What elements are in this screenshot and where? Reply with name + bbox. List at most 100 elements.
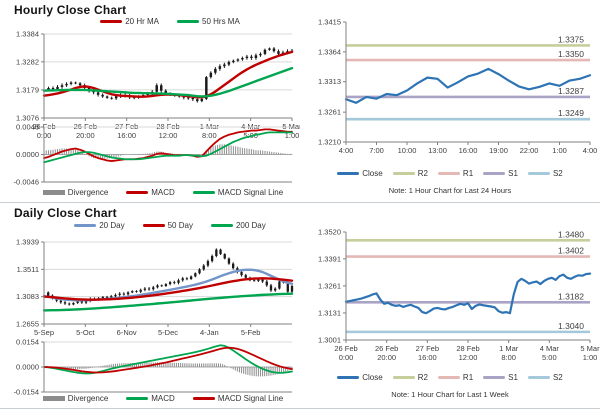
svg-text:1:00: 1:00 (285, 131, 300, 140)
svg-text:1.3210: 1.3210 (318, 138, 341, 147)
svg-text:16:00: 16:00 (459, 146, 478, 155)
svg-text:0:00: 0:00 (339, 353, 354, 362)
svg-text:1.3402: 1.3402 (558, 246, 584, 256)
svg-text:1.3261: 1.3261 (318, 108, 341, 117)
legend-item: Divergence (42, 394, 108, 403)
legend-label: S1 (508, 169, 518, 178)
legend-label: 50 Hrs MA (202, 17, 240, 26)
line-swatch-icon (126, 191, 149, 194)
legend-item: Close (337, 169, 383, 178)
legend-item: 50 Hrs MA (177, 17, 240, 26)
svg-text:19:00: 19:00 (489, 146, 508, 155)
svg-text:10:00: 10:00 (398, 146, 417, 155)
legend-label: Close (362, 169, 383, 178)
svg-text:0.0000: 0.0000 (16, 150, 39, 159)
svg-text:5-Oct: 5-Oct (76, 328, 95, 337)
legend-item: MACD Signal Line (192, 394, 284, 403)
line-swatch-icon (192, 397, 215, 400)
legend-label: Close (362, 373, 383, 382)
svg-text:1.3391: 1.3391 (318, 254, 341, 263)
svg-text:26 Feb: 26 Feb (334, 344, 357, 353)
svg-text:22:00: 22:00 (520, 146, 539, 155)
line-swatch-icon (437, 172, 460, 175)
line-swatch-icon (392, 172, 415, 175)
svg-text:13:00: 13:00 (428, 146, 447, 155)
hourly-macd-legend: Divergence MACD MACD Signal Line (30, 188, 296, 197)
svg-text:1 Mar: 1 Mar (499, 344, 519, 353)
legend-item: S2 (527, 169, 563, 178)
bar-swatch-icon (42, 190, 65, 195)
svg-text:-0.0046: -0.0046 (14, 178, 39, 187)
svg-text:5-Dec: 5-Dec (158, 328, 178, 337)
legend-label: MACD Signal Line (217, 188, 284, 197)
svg-text:12:00: 12:00 (459, 353, 478, 362)
legend-label: R2 (417, 169, 428, 178)
svg-text:-0.0154: -0.0154 (14, 388, 39, 397)
sr-week-legend: Close R2 R1 S1 S2 (300, 373, 600, 382)
svg-text:5:00: 5:00 (542, 353, 557, 362)
svg-text:1.3076: 1.3076 (16, 114, 39, 123)
svg-text:1.3083: 1.3083 (16, 292, 39, 301)
legend-label: MACD Signal Line (217, 394, 284, 403)
legend-item: 50 Day (142, 221, 193, 230)
legend-item: Close (337, 373, 383, 382)
line-swatch-icon (126, 397, 149, 400)
legend-label: S1 (508, 373, 518, 382)
line-swatch-icon (192, 191, 215, 194)
svg-text:7:00: 7:00 (369, 146, 384, 155)
svg-text:0.0154: 0.0154 (16, 338, 39, 347)
legend-label: S2 (552, 373, 563, 382)
svg-text:1.3364: 1.3364 (318, 47, 341, 56)
svg-text:4-Jan: 4-Jan (200, 328, 219, 337)
svg-text:0.0000: 0.0000 (16, 363, 39, 372)
svg-text:16:00: 16:00 (117, 131, 136, 140)
legend-item: MACD Signal Line (192, 188, 284, 197)
svg-text:0.0046: 0.0046 (16, 123, 39, 132)
legend-item: 20 Hr MA (100, 17, 159, 26)
svg-text:1:00: 1:00 (552, 146, 567, 155)
legend-item: MACD (126, 188, 175, 197)
section-divider (0, 202, 600, 203)
svg-text:1.3261: 1.3261 (318, 281, 341, 290)
legend-item: S2 (527, 373, 563, 382)
svg-text:1.3511: 1.3511 (17, 265, 39, 274)
svg-text:8:00: 8:00 (501, 353, 516, 362)
svg-text:1.3282: 1.3282 (16, 57, 39, 66)
daily-ma-legend: 20 Day 50 Day 200 Day (44, 221, 296, 230)
svg-text:6-Nov: 6-Nov (117, 328, 137, 337)
svg-text:1.3179: 1.3179 (16, 85, 39, 94)
legend-label: 200 Day (235, 221, 266, 230)
line-swatch-icon (527, 172, 550, 175)
line-swatch-icon (483, 376, 506, 379)
bar-swatch-icon (42, 396, 65, 401)
line-swatch-icon (142, 224, 165, 227)
svg-text:26 Feb: 26 Feb (375, 344, 398, 353)
svg-text:1.3313: 1.3313 (318, 77, 341, 86)
svg-text:1.3287: 1.3287 (558, 86, 584, 96)
legend-label: MACD (151, 188, 175, 197)
line-swatch-icon (527, 376, 550, 379)
legend-label: 50 Day (167, 221, 193, 230)
sr-24h-note: Note: 1 Hour Chart for Last 24 Hours (388, 186, 512, 195)
legend-item: R1 (437, 373, 473, 382)
svg-text:28 Feb: 28 Feb (456, 344, 479, 353)
line-swatch-icon (437, 376, 460, 379)
legend-label: 20 Hr MA (125, 17, 159, 26)
svg-text:1.3001: 1.3001 (318, 336, 341, 345)
legend-item: S1 (483, 373, 518, 382)
svg-text:1.3182: 1.3182 (558, 291, 584, 301)
legend-label: 20 Day (99, 221, 125, 230)
sr-24h-legend: Close R2 R1 S1 S2 (300, 169, 600, 178)
svg-text:1.3520: 1.3520 (318, 228, 341, 237)
svg-text:4 Mar: 4 Mar (540, 344, 560, 353)
svg-text:1.3350: 1.3350 (558, 49, 584, 59)
line-swatch-icon (392, 376, 415, 379)
svg-text:1.3480: 1.3480 (558, 229, 584, 239)
legend-item: R2 (392, 169, 428, 178)
hourly-ma-legend: 20 Hr MA 50 Hrs MA (44, 17, 296, 26)
svg-text:1.3131: 1.3131 (318, 308, 341, 317)
svg-text:20:00: 20:00 (76, 131, 95, 140)
svg-text:4:00: 4:00 (583, 146, 598, 155)
svg-text:1.3939: 1.3939 (16, 238, 39, 247)
svg-text:5-Feb: 5-Feb (241, 328, 261, 337)
